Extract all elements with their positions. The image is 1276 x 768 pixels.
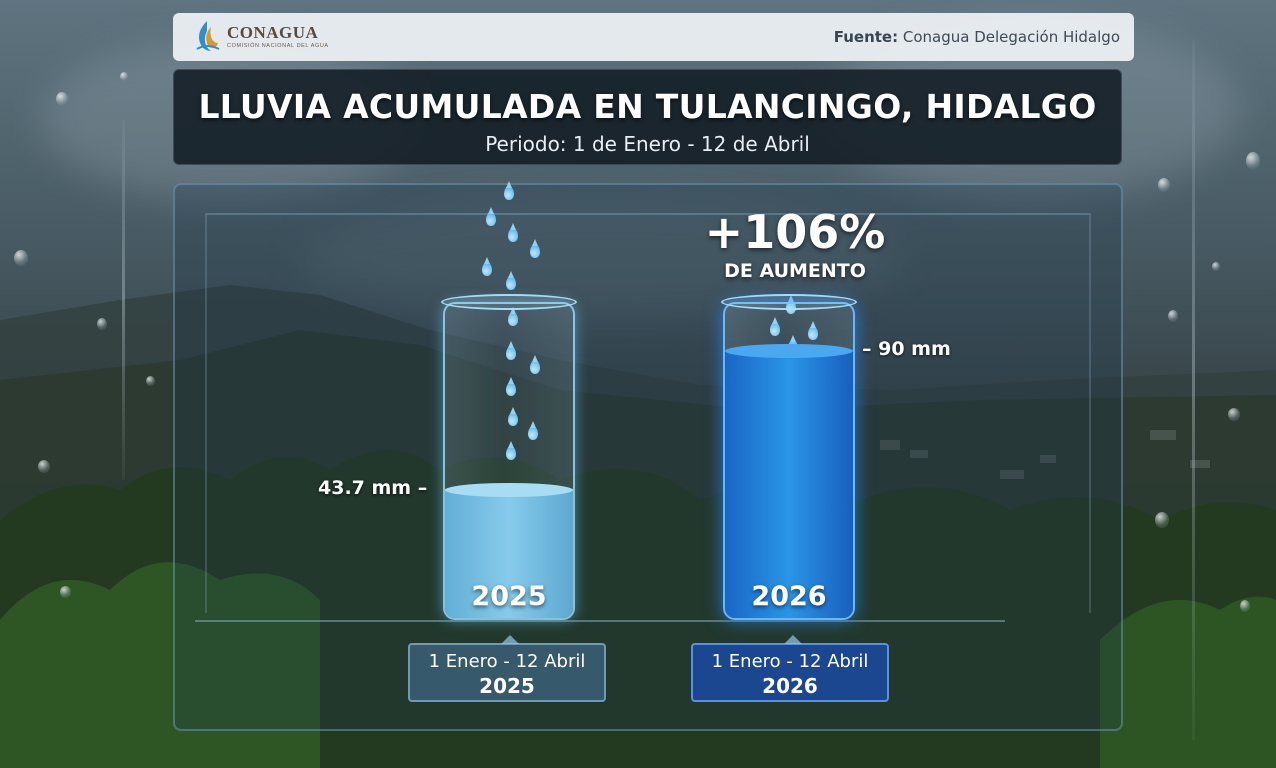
bar-year-label-2025: 2025 [471, 581, 547, 612]
brand-name: CONAGUA [227, 23, 319, 43]
value-label-2025: 43.7 mm – [318, 477, 428, 499]
period-box-2026: 1 Enero - 12 Abril 2026 [691, 635, 889, 702]
bar-2026: 2026 [721, 294, 857, 620]
page-title: LLUVIA ACUMULADA EN TULANCINGO, HIDALGO [198, 87, 1097, 126]
water-fill-2025 [445, 489, 573, 618]
period-box-2025: 1 Enero - 12 Abril 2025 [408, 635, 606, 702]
increase-annotation: +106% DE AUMENTO [700, 206, 890, 282]
period-year-2025: 2025 [479, 674, 535, 698]
chart-panel [173, 183, 1123, 731]
cylinder-rim-2026 [721, 294, 857, 310]
water-drop-icon [530, 355, 540, 374]
chart-baseline [195, 620, 1005, 622]
water-drop-icon [508, 223, 518, 242]
water-drop-icon [508, 407, 518, 426]
period-range-2026: 1 Enero - 12 Abril [711, 651, 869, 672]
water-drop-icon [482, 257, 492, 276]
water-drop-icon [486, 207, 496, 226]
water-drop-icon [506, 377, 516, 396]
title-panel: LLUVIA ACUMULADA EN TULANCINGO, HIDALGO … [173, 69, 1122, 165]
brand-subtitle: COMISIÓN NACIONAL DEL AGUA [227, 43, 329, 50]
water-drop-icon [506, 441, 516, 460]
water-drop-icon [808, 321, 818, 340]
water-drop-icon [770, 317, 780, 336]
water-drop-icon [528, 421, 538, 440]
source-label: Fuente: [833, 28, 899, 46]
water-drop-icon [504, 181, 514, 200]
conagua-emblem-icon [196, 21, 220, 51]
source-credit: Fuente: Conagua Delegación Hidalgo [834, 28, 1120, 46]
water-drop-icon [508, 307, 518, 326]
increase-percent: +106% [704, 205, 886, 259]
bar-year-label-2026: 2026 [751, 581, 827, 612]
cylinder-rim-2025 [441, 294, 577, 310]
header-bar: CONAGUA COMISIÓN NACIONAL DEL AGUA Fuent… [173, 13, 1134, 61]
bar-2025: 2025 [441, 294, 577, 620]
value-label-2026: – 90 mm [862, 338, 951, 360]
period-range-2025: 1 Enero - 12 Abril [428, 651, 586, 672]
increase-text: DE AUMENTO [724, 260, 866, 282]
chart-frame [205, 213, 1091, 613]
water-drop-icon [506, 341, 516, 360]
water-surface-2026 [725, 344, 853, 358]
conagua-logo: CONAGUA COMISIÓN NACIONAL DEL AGUA [193, 19, 329, 55]
water-drop-icon [530, 239, 540, 258]
water-fill-2026 [725, 350, 853, 618]
source-value: Conagua Delegación Hidalgo [902, 28, 1120, 46]
water-drop-icon [506, 271, 516, 290]
page-subtitle: Periodo: 1 de Enero - 12 de Abril [485, 132, 810, 156]
water-surface-2025 [445, 483, 573, 497]
period-year-2026: 2026 [762, 674, 818, 698]
